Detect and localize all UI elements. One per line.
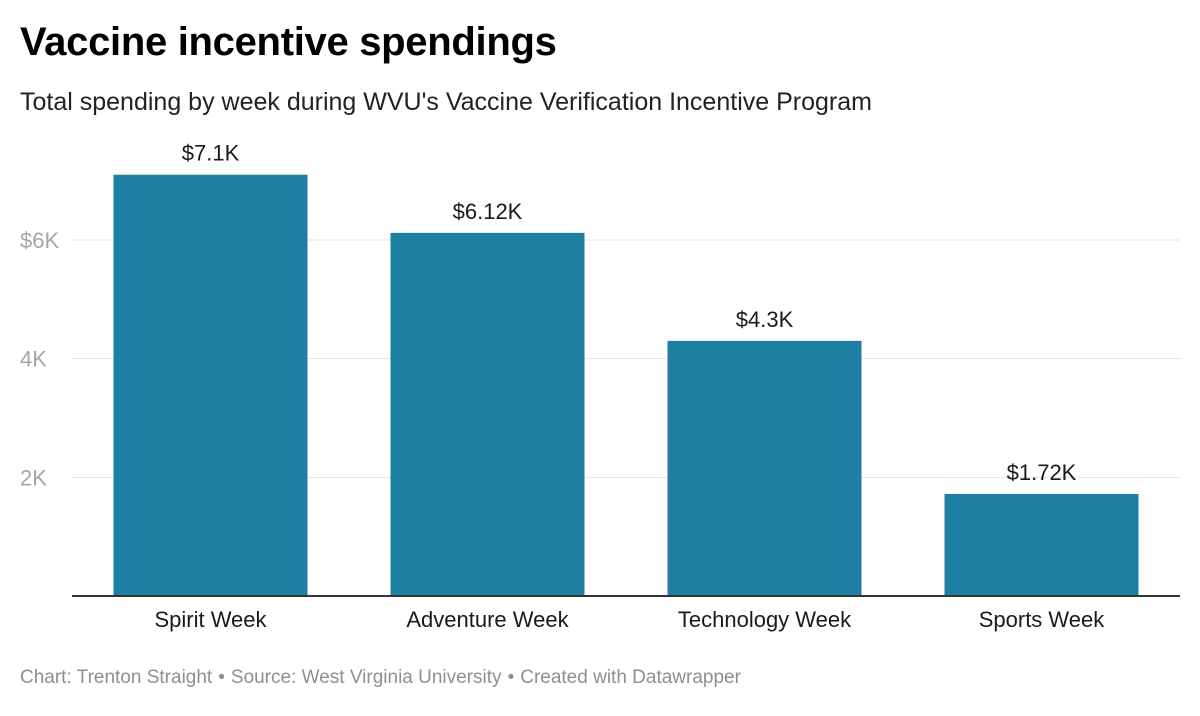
y-tick-label: $6K (20, 228, 59, 253)
footer-separator: • (507, 667, 515, 688)
x-category-label: Sports Week (979, 607, 1106, 632)
x-category-label: Adventure Week (406, 607, 569, 632)
bar-value-label: $1.72K (1007, 460, 1077, 485)
x-category-label: Spirit Week (154, 607, 267, 632)
bar (390, 232, 585, 596)
chart-footer: Chart: Trenton Straight • Source: West Vir… (20, 667, 741, 689)
y-tick-label: 2K (20, 465, 47, 490)
bar-value-label: $6.12K (453, 199, 523, 224)
bar (667, 340, 862, 596)
created-with-credit: Created with Datawrapper (520, 667, 741, 688)
bar-value-label: $4.3K (736, 307, 794, 332)
chart-source: Source: West Virginia University (230, 667, 502, 688)
bar (944, 493, 1139, 596)
chart-title: Vaccine incentive spendings (20, 20, 557, 64)
y-tick-label: 4K (20, 347, 47, 372)
x-category-label: Technology Week (678, 607, 852, 632)
bar (113, 174, 308, 596)
chart-credit: Chart: Trenton Straight (20, 667, 213, 688)
footer-separator: • (218, 667, 225, 688)
chart-subtitle: Total spending by week during WVU's Vacc… (20, 88, 872, 116)
bar-value-label: $7.1K (182, 141, 240, 166)
